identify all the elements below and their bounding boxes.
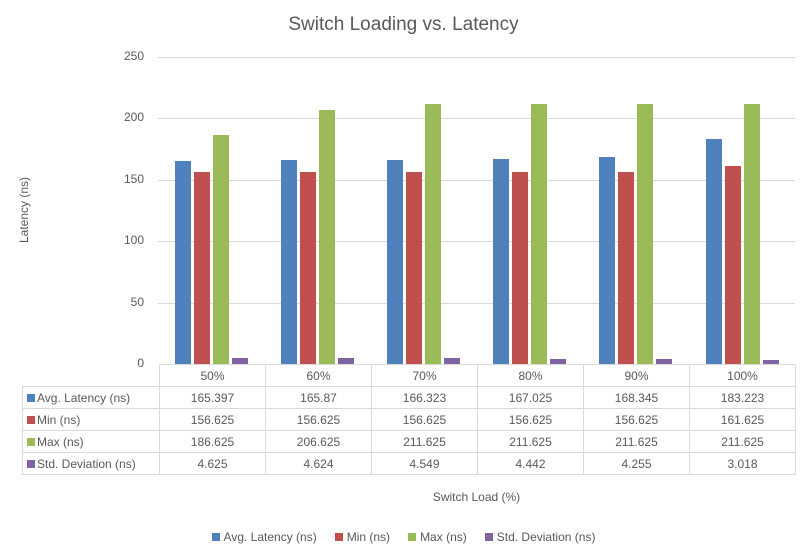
bar [232,358,248,364]
table-cell: 4.624 [265,452,372,475]
y-axis-title: Latency (ns) [17,176,31,244]
bar [319,110,335,364]
table-cell: 211.625 [689,430,796,453]
bar [763,360,779,364]
y-tick-label: 50 [130,295,144,309]
series-name: Min (ns) [37,412,81,427]
min-swatch-icon [27,415,35,424]
bar [744,104,760,364]
table-cell: 3.018 [689,452,796,475]
category-label: 90% [583,364,690,387]
min-legend-icon [334,533,343,541]
avg-latency-swatch-icon [27,393,35,402]
bar [175,161,191,364]
y-tick-label: 150 [123,172,144,186]
bar [550,359,566,364]
y-tick-label: 0 [137,356,144,370]
table-cell: 168.345 [583,386,690,409]
legend: Avg. Latency (ns) Min (ns) Max (ns) Std.… [0,530,807,544]
gridline [158,241,795,242]
table-cell: 211.625 [583,430,690,453]
table-cell: 165.397 [159,386,266,409]
data-table: 50% 60% 70% 80% 90% 100% Avg. Latency (n… [22,364,796,475]
table-cell: 156.625 [477,408,584,431]
table-cell: 161.625 [689,408,796,431]
data-table-row-std-deviation: Std. Deviation (ns) 4.625 4.624 4.549 4.… [22,452,796,475]
bar [444,358,460,364]
table-cell: 156.625 [371,408,478,431]
y-tick-label: 200 [123,110,144,124]
legend-label: Min (ns) [346,530,391,544]
avg-latency-legend-icon [211,533,220,541]
bar [406,172,422,364]
category-label: 70% [371,364,478,387]
bar [281,160,297,364]
data-table-row-avg-latency: Avg. Latency (ns) 165.397 165.87 166.323… [22,386,796,409]
data-table-row-max: Max (ns) 186.625 206.625 211.625 211.625… [22,430,796,453]
std-deviation-legend-icon [484,533,493,541]
std-deviation-swatch-icon [27,459,35,468]
legend-label: Max (ns) [420,530,467,544]
table-cell: 165.87 [265,386,372,409]
max-swatch-icon [27,437,35,446]
category-label: 50% [159,364,266,387]
bar [656,359,672,364]
gridline [158,303,795,304]
chart-title: Switch Loading vs. Latency [288,14,519,35]
data-table-header-row: 50% 60% 70% 80% 90% 100% [22,364,796,387]
table-cell: 4.549 [371,452,478,475]
table-cell: 186.625 [159,430,266,453]
table-cell: 4.255 [583,452,690,475]
category-label: 80% [477,364,584,387]
max-legend-icon [408,533,417,541]
bar [194,172,210,364]
table-cell: 4.625 [159,452,266,475]
gridline [158,57,795,58]
bar [637,104,653,364]
table-cell: 4.442 [477,452,584,475]
bar [425,104,441,364]
legend-label: Avg. Latency (ns) [223,530,317,544]
bar [387,160,403,364]
data-table-corner [22,364,160,387]
gridline [158,118,795,119]
category-label: 100% [689,364,796,387]
table-cell: 156.625 [583,408,690,431]
series-name: Max (ns) [37,434,84,449]
data-table-row-min: Min (ns) 156.625 156.625 156.625 156.625… [22,408,796,431]
table-cell: 156.625 [159,408,266,431]
table-cell: 206.625 [265,430,372,453]
y-tick-label: 100 [123,233,144,247]
category-label: 60% [265,364,372,387]
bar [512,172,528,364]
legend-item-std-deviation: Std. Deviation (ns) [484,530,596,544]
bar [618,172,634,364]
legend-item-min: Min (ns) [334,530,391,544]
y-tick-label: 250 [123,49,144,63]
legend-item-max: Max (ns) [408,530,467,544]
bar [531,104,547,364]
table-cell: 167.025 [477,386,584,409]
table-cell: 156.625 [265,408,372,431]
bar [300,172,316,364]
table-cell: 183.223 [689,386,796,409]
bar [338,358,354,364]
bar [599,157,615,364]
legend-label: Std. Deviation (ns) [496,530,596,544]
bar [213,135,229,364]
bar [725,166,741,364]
table-cell: 166.323 [371,386,478,409]
table-cell: 211.625 [477,430,584,453]
x-axis-title: Switch Load (%) [432,490,521,504]
bar [493,159,509,364]
table-cell: 211.625 [371,430,478,453]
bar [706,139,722,364]
gridline [158,180,795,181]
legend-item-avg-latency: Avg. Latency (ns) [211,530,317,544]
series-name: Avg. Latency (ns) [37,390,131,405]
series-name: Std. Deviation (ns) [37,456,136,471]
